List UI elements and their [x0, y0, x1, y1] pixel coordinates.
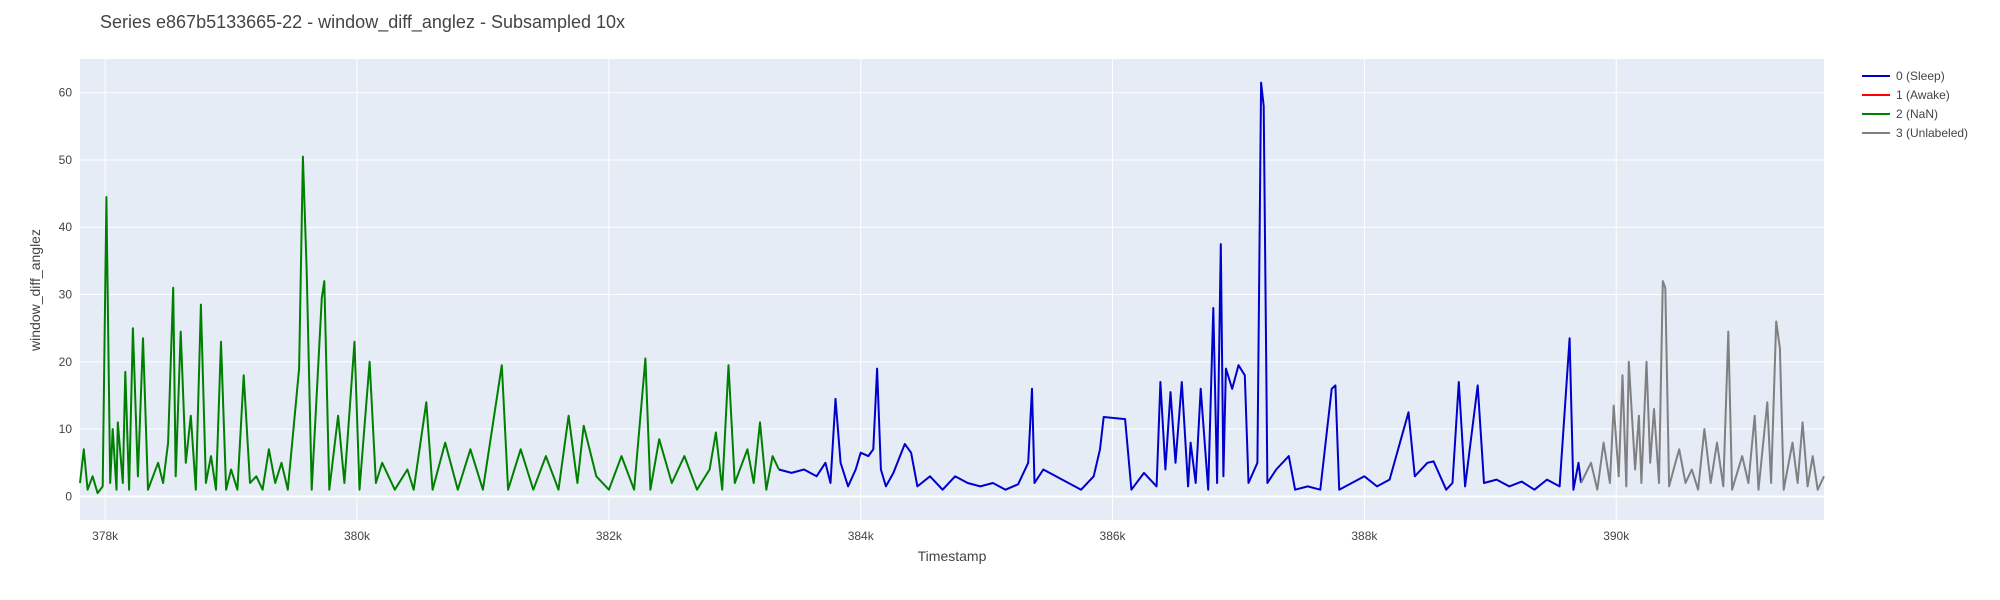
legend-swatch-icon [1862, 74, 1890, 77]
series-line [1580, 280, 1825, 491]
series-lines [79, 81, 1825, 495]
legend: 0 (Sleep) 1 (Awake) 2 (NaN) 3 (Unlabeled) [1862, 66, 1968, 142]
y-axis-title: window_diff_anglez [27, 229, 43, 352]
x-tick-label: 378k [92, 529, 119, 543]
x-tick-label: 388k [1351, 529, 1378, 543]
legend-label: 0 (Sleep) [1896, 68, 1945, 83]
chart-title: Series e867b5133665-22 - window_diff_ang… [100, 12, 626, 32]
x-tick-label: 390k [1603, 529, 1630, 543]
legend-swatch-icon [1862, 112, 1890, 115]
legend-item[interactable]: 0 (Sleep) [1862, 66, 1968, 85]
legend-swatch-icon [1862, 131, 1890, 134]
y-tick-label: 40 [59, 220, 73, 234]
y-tick-label: 30 [59, 288, 73, 302]
legend-label: 1 (Awake) [1896, 87, 1950, 102]
y-tick-label: 50 [59, 153, 73, 167]
y-tick-label: 10 [59, 422, 73, 436]
legend-item[interactable]: 3 (Unlabeled) [1862, 123, 1968, 142]
series-line [79, 155, 780, 495]
y-tick-label: 20 [59, 355, 73, 369]
x-tick-label: 384k [848, 529, 875, 543]
plot-background [80, 59, 1824, 520]
legend-item[interactable]: 2 (NaN) [1862, 104, 1968, 123]
y-tick-label: 0 [65, 489, 72, 503]
legend-label: 3 (Unlabeled) [1896, 125, 1969, 140]
x-axis-title: Timestamp [918, 548, 987, 564]
axis-ticks: 378k 380k 382k 384k 386k 388k 390k 0 10 20 30 40 50 6… [59, 86, 1631, 543]
x-tick-label: 382k [596, 529, 623, 543]
legend-label: 2 (NaN) [1896, 106, 1939, 121]
x-tick-label: 380k [344, 529, 371, 543]
legend-swatch-icon [1862, 93, 1890, 96]
legend-item[interactable]: 1 (Awake) [1862, 85, 1968, 104]
y-tick-label: 60 [59, 86, 73, 100]
x-tick-label: 386k [1100, 529, 1127, 543]
series-line [778, 81, 1582, 491]
